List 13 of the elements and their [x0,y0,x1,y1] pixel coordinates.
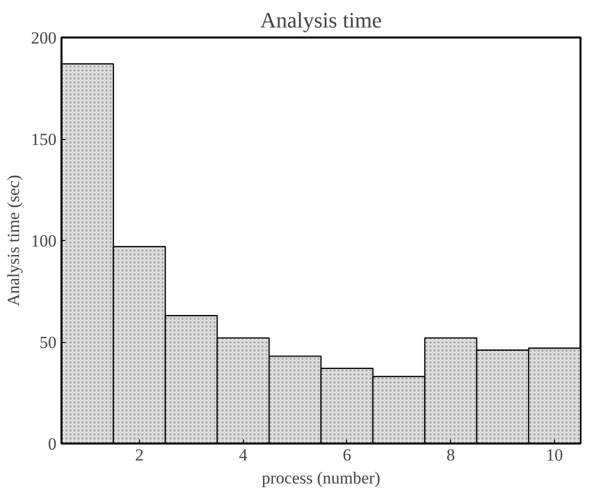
y-tick-label: 100 [31,232,56,250]
x-axis-title: process (number) [262,468,380,488]
y-tick-label: 200 [31,28,56,48]
y-tick-label: 50 [40,333,56,352]
x-tick-label: 2 [135,446,144,464]
x-tick-label: 6 [342,446,352,464]
y-axis-title: Analysis time (sec) [4,174,23,306]
y-tick-label: 150 [31,130,56,149]
chart-title: Analysis time [260,8,382,32]
y-tick-label: 0 [48,434,56,454]
x-tick-label: 8 [446,446,455,464]
x-tick-label: 4 [238,446,248,464]
x-tick-label: 10 [546,446,564,464]
